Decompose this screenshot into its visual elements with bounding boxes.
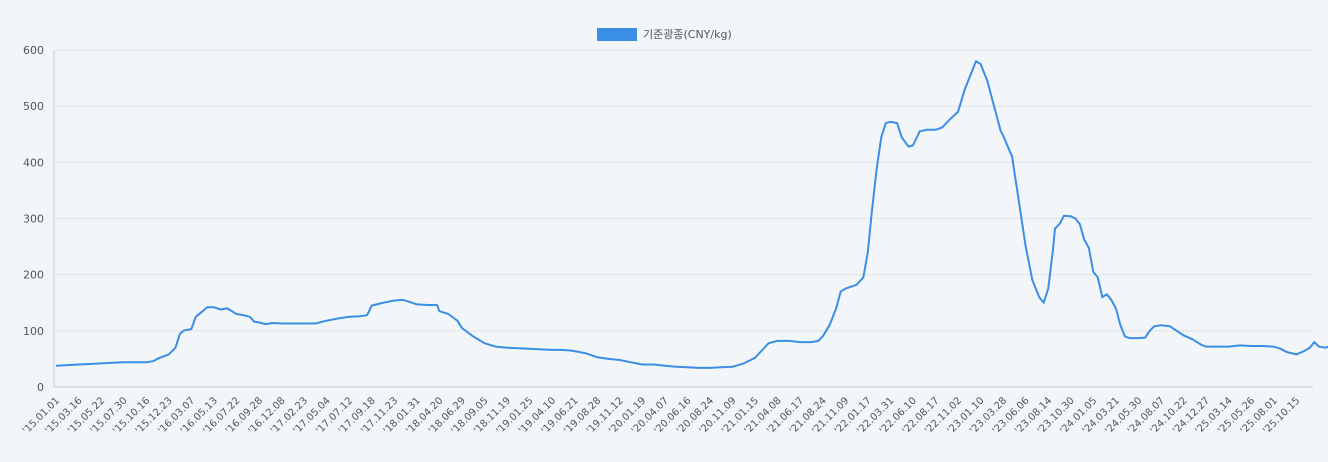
y-tick-label: 0 (37, 381, 44, 394)
series-line[interactable] (55, 60, 1328, 369)
y-tick-label: 400 (23, 156, 44, 169)
legend-label: 기준광종(CNY/kg) (643, 28, 732, 41)
legend[interactable]: 기준광종(CNY/kg) (597, 26, 732, 42)
y-tick-label: 100 (23, 325, 44, 338)
y-tick-label: 200 (23, 269, 44, 282)
y-tick-label: 600 (23, 44, 44, 57)
legend-swatch (597, 27, 637, 41)
y-tick-label: 500 (23, 100, 44, 113)
y-tick-label: 300 (23, 213, 44, 226)
